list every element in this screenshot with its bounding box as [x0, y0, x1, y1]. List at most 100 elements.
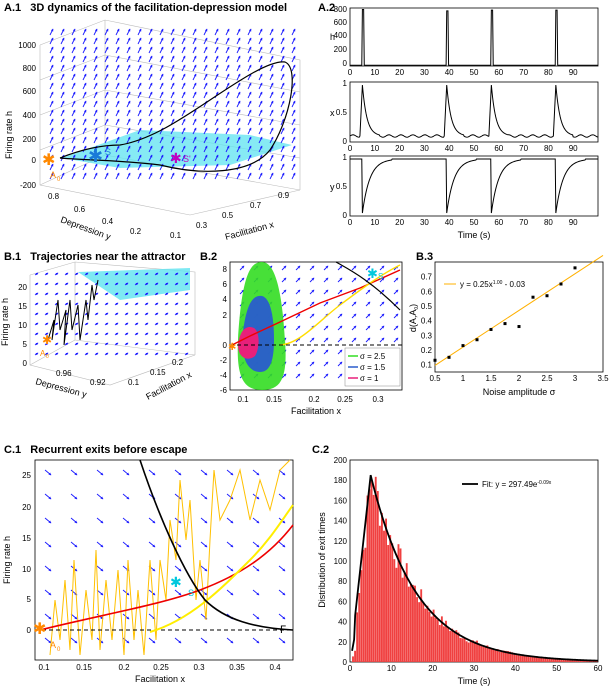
vector-arrow: [137, 64, 142, 72]
vector-arrow: [44, 541, 52, 548]
vector-arrow: [247, 37, 252, 45]
vector-arrow: [115, 28, 120, 36]
vector-arrow: [44, 332, 49, 336]
vector-arrow: [214, 127, 219, 135]
vector-arrow: [170, 91, 175, 99]
vector-arrow: [164, 322, 169, 326]
vector-arrow: [247, 154, 252, 162]
vector-arrow: [269, 172, 274, 180]
vector-arrow: [236, 100, 241, 108]
c2-bar: [548, 657, 551, 662]
vector-arrow: [137, 46, 142, 54]
vector-arrow: [225, 100, 230, 108]
vector-arrow: [154, 282, 159, 286]
vector-arrow: [71, 145, 76, 153]
vector-arrow: [137, 82, 142, 90]
vector-arrow: [44, 292, 49, 296]
c2-bar: [430, 616, 433, 662]
vector-arrow: [84, 332, 89, 336]
vector-arrow: [82, 118, 87, 126]
vector-arrow: [291, 28, 296, 36]
vector-arrow: [192, 100, 197, 108]
vector-arrow: [70, 469, 78, 476]
vector-arrow: [337, 373, 343, 379]
c2-bar: [486, 645, 489, 662]
b3-point: [503, 322, 507, 326]
svg-text:0.15: 0.15: [266, 395, 282, 404]
vector-arrow: [281, 277, 287, 283]
a2-y-series: [350, 158, 598, 214]
vector-arrow: [291, 91, 296, 99]
svg-text:0.3: 0.3: [372, 395, 384, 404]
b1-point-a0-sub: 0: [46, 354, 49, 360]
vector-arrow: [49, 172, 54, 180]
vector-arrow: [252, 637, 260, 644]
c2-xticks: 0 10 20 30 40 50 60: [348, 664, 603, 673]
vector-arrow: [200, 493, 208, 500]
vector-arrow: [82, 73, 87, 81]
vector-arrow: [239, 277, 245, 283]
vector-arrow: [115, 172, 120, 180]
c2-bar: [381, 512, 383, 662]
b1-ylabel: Depression y: [34, 376, 88, 399]
vector-arrow: [170, 55, 175, 63]
vector-arrow: [258, 127, 263, 135]
c2-bar: [358, 593, 361, 662]
c2-xtick: 10: [387, 664, 396, 673]
b3-ylabel: d(A,A0): [408, 304, 420, 332]
svg-text:0.2: 0.2: [172, 358, 184, 367]
vector-arrow: [192, 55, 197, 63]
vector-arrow: [236, 145, 241, 153]
vector-arrow: [239, 265, 245, 271]
vector-arrow: [192, 37, 197, 45]
svg-text:1000: 1000: [18, 41, 36, 50]
vector-arrow: [49, 37, 54, 45]
c1-gamma-label: Γ: [280, 624, 286, 636]
a2-xtick: 20: [395, 68, 404, 77]
vector-arrow: [269, 118, 274, 126]
vector-arrow: [174, 332, 179, 336]
vector-arrow: [134, 312, 139, 316]
vector-arrow: [236, 37, 241, 45]
vector-arrow: [144, 292, 149, 296]
c2-ytick: 140: [334, 517, 348, 526]
vector-arrow: [34, 352, 39, 356]
vector-arrow: [148, 154, 153, 162]
svg-text:10: 10: [22, 565, 31, 574]
vector-arrow: [104, 282, 109, 286]
vector-arrow: [60, 64, 65, 72]
vector-arrow: [200, 589, 208, 596]
b2-xticks: 0.1 0.15 0.2 0.25 0.3: [237, 395, 384, 404]
c1-xlabel: Facilitation x: [135, 674, 186, 684]
vector-arrow: [247, 118, 252, 126]
vector-arrow: [323, 361, 329, 367]
a2-xtick: 60: [494, 218, 503, 227]
vector-arrow: [214, 37, 219, 45]
c2-bar: [500, 651, 503, 662]
svg-text:0.1: 0.1: [38, 663, 50, 672]
vector-arrow: [295, 277, 301, 283]
c2-bar: [571, 659, 573, 662]
vector-arrow: [74, 332, 79, 336]
c2-ytick: 20: [338, 638, 347, 647]
b1-point-a0-marker: ✱: [42, 333, 52, 347]
vector-arrow: [280, 145, 285, 153]
vector-arrow: [247, 172, 252, 180]
c2-bar: [509, 651, 511, 662]
b3-xtick: 3: [573, 374, 578, 383]
vector-arrow: [203, 109, 208, 117]
b3-xlabel: Noise amplitude σ: [483, 387, 556, 397]
b3-point: [573, 266, 577, 270]
vector-arrow: [93, 28, 98, 36]
vector-arrow: [148, 46, 153, 54]
vector-arrow: [60, 82, 65, 90]
vector-arrow: [94, 312, 99, 316]
vector-arrow: [280, 172, 285, 180]
vector-arrow: [192, 127, 197, 135]
b1-box: [29, 261, 196, 386]
vector-arrow: [181, 127, 186, 135]
vector-arrow: [49, 163, 54, 171]
a2-xtick: 90: [569, 68, 578, 77]
svg-text:0: 0: [343, 59, 348, 68]
b3-point: [475, 338, 479, 342]
